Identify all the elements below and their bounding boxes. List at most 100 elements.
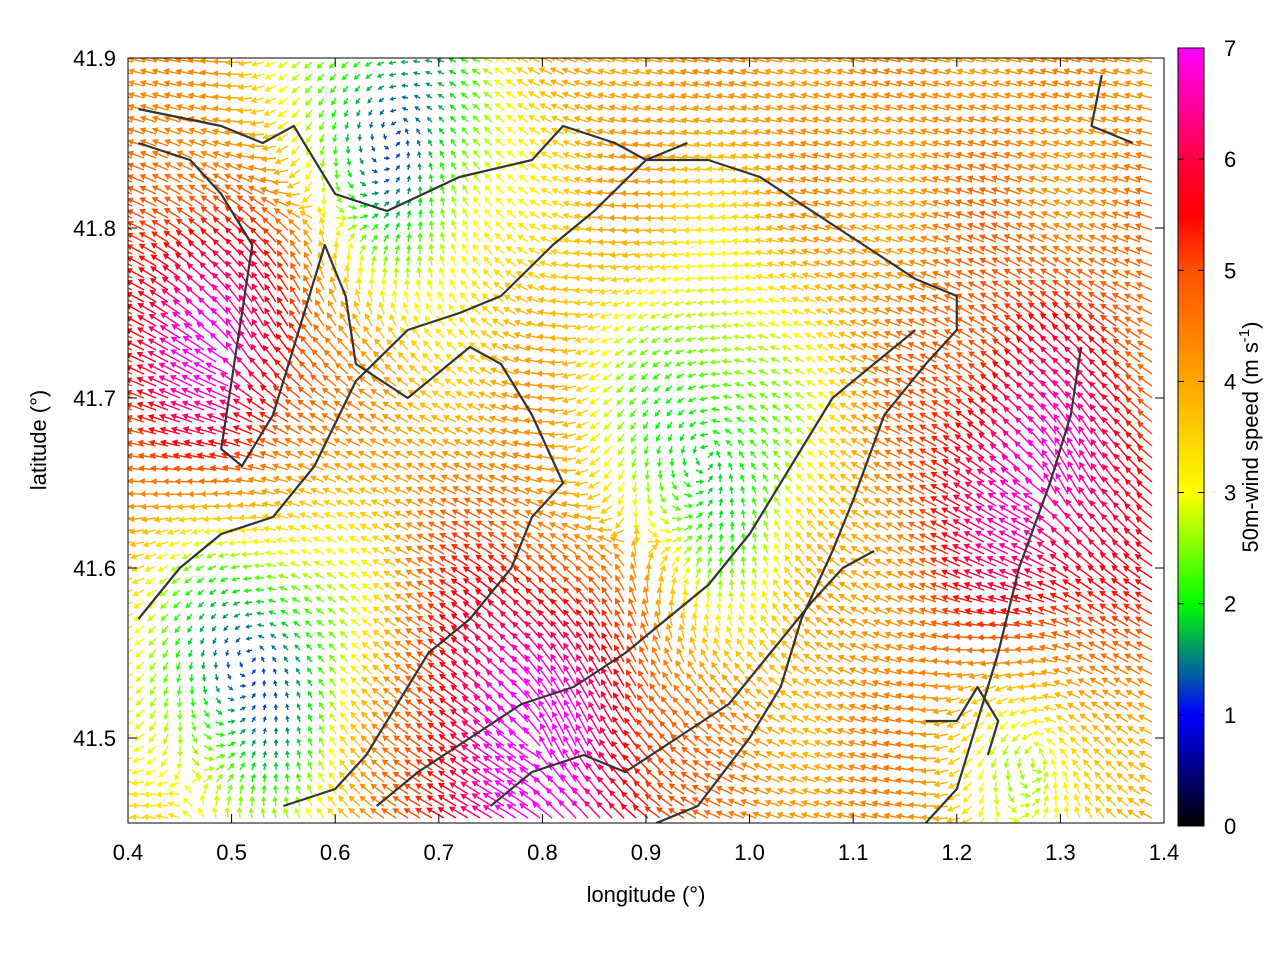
wind-arrow xyxy=(248,131,265,139)
wind-arrow xyxy=(305,97,313,107)
wind-arrow xyxy=(417,151,422,159)
wind-arrow xyxy=(992,80,1009,87)
wind-arrow xyxy=(264,73,277,80)
wind-arrow xyxy=(506,150,517,159)
wind-arrow xyxy=(585,68,601,75)
wind-arrow xyxy=(895,80,913,87)
wind-arrow xyxy=(128,108,133,111)
wind-arrow xyxy=(1136,80,1153,87)
wind-arrow xyxy=(448,58,457,63)
wind-arrow xyxy=(620,116,637,124)
wind-arrow xyxy=(538,67,553,75)
wind-arrow xyxy=(644,68,661,76)
wind-arrow xyxy=(823,116,841,123)
wind-arrow xyxy=(319,157,326,169)
wind-arrow xyxy=(895,58,913,63)
wind-arrow xyxy=(703,80,721,88)
wind-arrow xyxy=(715,80,733,87)
wind-arrow xyxy=(482,80,493,87)
wind-arrow xyxy=(991,139,1009,147)
wind-arrow xyxy=(482,68,493,75)
wind-arrow xyxy=(364,61,373,67)
wind-arrow xyxy=(836,104,853,111)
wind-arrow xyxy=(332,121,337,131)
wind-arrow xyxy=(920,140,937,147)
wind-arrow xyxy=(389,96,397,101)
wind-arrow xyxy=(495,126,505,135)
wind-arrow xyxy=(1075,58,1093,63)
wind-arrow xyxy=(376,73,385,78)
wind-arrow xyxy=(764,80,781,87)
wind-arrow xyxy=(163,103,181,111)
wind-arrow xyxy=(412,59,421,64)
wind-arrow xyxy=(438,116,445,123)
wind-arrow xyxy=(752,140,769,148)
wind-arrow xyxy=(680,105,697,112)
wind-arrow xyxy=(955,139,973,147)
wind-arrow xyxy=(369,121,374,129)
wind-arrow xyxy=(859,68,877,75)
wind-arrow xyxy=(187,92,205,99)
wind-arrow xyxy=(437,105,445,111)
wind-arrow xyxy=(428,139,433,147)
wind-arrow xyxy=(668,117,685,124)
wind-arrow xyxy=(680,117,697,124)
wind-arrow xyxy=(573,58,589,63)
wind-arrow xyxy=(1040,128,1057,135)
wind-arrow xyxy=(704,104,721,112)
wind-arrow xyxy=(200,150,217,159)
wind-arrow xyxy=(527,91,541,99)
wind-arrow xyxy=(703,68,721,75)
wind-arrow xyxy=(596,128,613,135)
wind-arrow xyxy=(251,60,265,68)
wind-arrow xyxy=(931,80,949,87)
wind-arrow xyxy=(680,129,697,136)
wind-arrow xyxy=(346,157,352,166)
wind-arrow xyxy=(345,145,351,155)
wind-arrow xyxy=(331,109,337,118)
wind-arrow xyxy=(1123,116,1141,123)
wind-arrow xyxy=(449,115,457,123)
wind-arrow xyxy=(1087,58,1105,63)
wind-arrow xyxy=(644,104,661,112)
wind-arrow xyxy=(644,117,661,124)
wind-arrow xyxy=(979,116,997,123)
wind-arrow xyxy=(1028,127,1045,135)
wind-arrow xyxy=(908,140,925,147)
wind-arrow xyxy=(413,82,421,88)
wind-arrow xyxy=(1003,139,1021,147)
wind-arrow xyxy=(151,58,169,63)
wind-arrow xyxy=(260,155,277,163)
wind-arrow xyxy=(848,104,865,111)
wind-arrow xyxy=(1099,68,1117,75)
wind-arrow xyxy=(1075,80,1093,87)
wind-arrow xyxy=(1003,116,1021,123)
wind-arrow xyxy=(1099,104,1117,111)
wind-arrow xyxy=(668,58,685,63)
wind-arrow xyxy=(317,85,325,94)
wind-arrow xyxy=(775,128,793,135)
wind-arrow xyxy=(483,103,493,111)
wind-arrow xyxy=(799,116,817,123)
wind-arrow xyxy=(632,129,649,136)
wind-arrow xyxy=(1076,116,1093,123)
wind-arrow xyxy=(811,116,829,123)
wind-arrow xyxy=(907,92,925,99)
wind-arrow xyxy=(461,138,469,147)
wind-arrow xyxy=(608,92,625,99)
wind-arrow xyxy=(549,79,565,87)
wind-arrow xyxy=(824,92,841,99)
wind-arrow xyxy=(668,105,685,112)
wind-arrow xyxy=(668,68,685,76)
wind-arrow xyxy=(740,141,757,148)
wind-arrow xyxy=(836,128,853,135)
wind-arrow xyxy=(383,145,390,150)
wind-arrow xyxy=(920,128,937,135)
wind-arrow xyxy=(883,92,901,99)
wind-arrow xyxy=(562,115,577,123)
wind-arrow xyxy=(764,92,781,99)
wind-arrow xyxy=(128,150,145,159)
wind-arrow xyxy=(506,126,517,135)
wind-arrow xyxy=(330,85,337,94)
wind-arrow xyxy=(367,97,373,104)
